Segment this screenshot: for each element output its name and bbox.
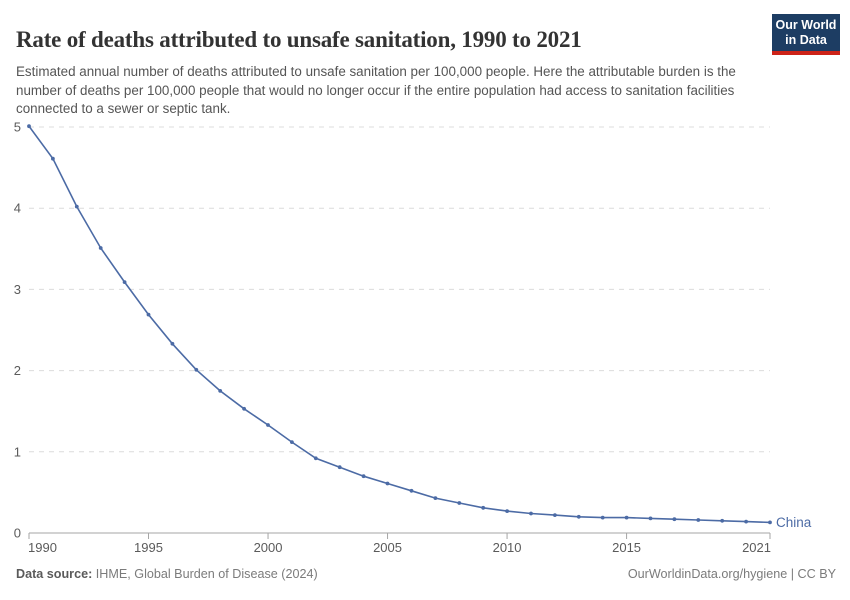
x-tick-label: 1995 bbox=[134, 540, 163, 555]
data-point[interactable] bbox=[529, 511, 533, 516]
data-source-label: Data source: bbox=[16, 567, 93, 581]
data-point[interactable] bbox=[744, 519, 748, 524]
owid-logo-line2: in Data bbox=[785, 33, 827, 47]
x-tick-label: 2000 bbox=[254, 540, 283, 555]
data-point[interactable] bbox=[337, 465, 342, 470]
x-tick-label: 2021 bbox=[742, 540, 771, 555]
page-title: Rate of deaths attributed to unsafe sani… bbox=[16, 27, 582, 53]
x-tick-label: 2005 bbox=[373, 540, 402, 555]
x-tick-label: 2010 bbox=[493, 540, 522, 555]
data-point[interactable] bbox=[385, 481, 390, 486]
data-point[interactable] bbox=[720, 518, 725, 523]
data-source: Data source: IHME, Global Burden of Dise… bbox=[16, 567, 318, 581]
data-point[interactable] bbox=[600, 515, 605, 520]
chart-footer: Data source: IHME, Global Burden of Dise… bbox=[0, 567, 850, 581]
data-point[interactable] bbox=[290, 440, 294, 444]
data-point[interactable] bbox=[624, 515, 629, 520]
data-point[interactable] bbox=[313, 456, 318, 461]
data-point[interactable] bbox=[648, 516, 653, 521]
data-point[interactable] bbox=[170, 341, 175, 346]
x-tick-label: 1990 bbox=[28, 540, 57, 555]
y-tick-label: 2 bbox=[14, 363, 21, 378]
data-point[interactable] bbox=[553, 513, 557, 517]
data-point[interactable] bbox=[457, 501, 462, 505]
data-point[interactable] bbox=[266, 423, 270, 427]
x-tick-label: 2015 bbox=[612, 540, 641, 555]
data-point[interactable] bbox=[74, 204, 79, 209]
owid-logo[interactable]: Our World in Data bbox=[772, 14, 840, 55]
data-point[interactable] bbox=[433, 496, 438, 500]
data-point[interactable] bbox=[27, 124, 31, 129]
data-point[interactable] bbox=[505, 509, 509, 513]
data-point[interactable] bbox=[361, 474, 366, 479]
data-point[interactable] bbox=[194, 367, 199, 372]
y-tick-label: 3 bbox=[14, 282, 21, 297]
series-line[interactable] bbox=[28, 125, 771, 524]
data-point[interactable] bbox=[218, 389, 223, 393]
data-point[interactable] bbox=[409, 488, 414, 493]
line-chart-area[interactable]: 0 1 2 3 4 5 1990 1995 2000 2005 2010 2015 2021 China bbox=[0, 0, 850, 560]
data-point[interactable] bbox=[146, 312, 151, 317]
series-end-label[interactable]: China bbox=[776, 515, 812, 530]
data-point[interactable] bbox=[242, 406, 247, 411]
data-point[interactable] bbox=[122, 280, 127, 284]
data-point[interactable] bbox=[51, 156, 55, 161]
data-point[interactable] bbox=[672, 517, 677, 522]
data-source-value: IHME, Global Burden of Disease (2024) bbox=[92, 567, 318, 581]
data-point[interactable] bbox=[696, 518, 701, 522]
credit-link[interactable]: OurWorldinData.org/hygiene | CC BY bbox=[627, 567, 836, 581]
data-point[interactable] bbox=[576, 514, 581, 519]
data-point[interactable] bbox=[98, 246, 103, 250]
y-tick-label: 0 bbox=[14, 526, 21, 541]
data-point[interactable] bbox=[481, 505, 486, 510]
y-tick-label: 5 bbox=[14, 120, 21, 135]
owid-logo-line1: Our World bbox=[775, 18, 837, 32]
data-point[interactable] bbox=[768, 520, 772, 525]
y-tick-label: 1 bbox=[14, 444, 21, 459]
y-tick-label: 4 bbox=[14, 201, 21, 216]
chart-subtitle: Estimated annual number of deaths attrib… bbox=[16, 64, 736, 117]
